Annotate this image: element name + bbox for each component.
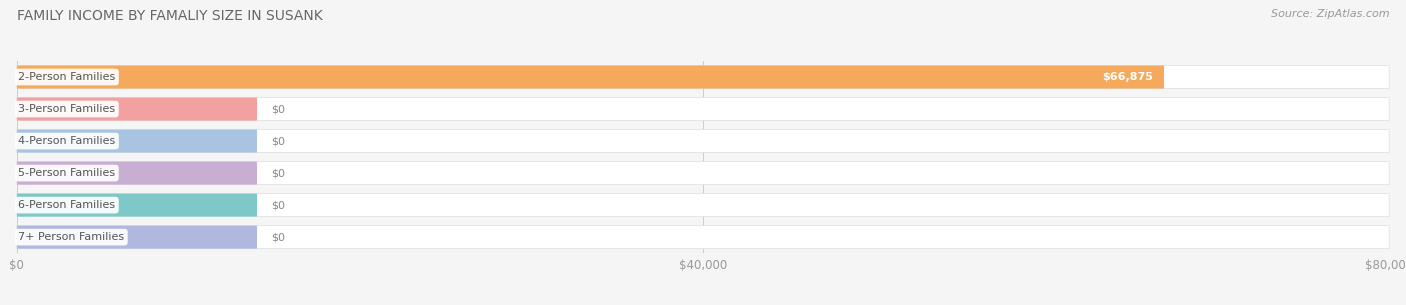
Text: $0: $0: [271, 104, 285, 114]
Text: $0: $0: [271, 200, 285, 210]
Text: $0: $0: [271, 232, 285, 242]
FancyBboxPatch shape: [17, 130, 1389, 152]
FancyBboxPatch shape: [17, 130, 257, 152]
FancyBboxPatch shape: [17, 162, 257, 185]
FancyBboxPatch shape: [17, 226, 1389, 249]
FancyBboxPatch shape: [17, 162, 1389, 185]
FancyBboxPatch shape: [17, 66, 1389, 88]
FancyBboxPatch shape: [17, 98, 1389, 120]
Text: 7+ Person Families: 7+ Person Families: [18, 232, 124, 242]
FancyBboxPatch shape: [17, 194, 257, 217]
Text: Source: ZipAtlas.com: Source: ZipAtlas.com: [1271, 9, 1389, 19]
FancyBboxPatch shape: [17, 226, 257, 249]
Text: 6-Person Families: 6-Person Families: [18, 200, 115, 210]
Text: 5-Person Families: 5-Person Families: [18, 168, 115, 178]
Text: 4-Person Families: 4-Person Families: [18, 136, 115, 146]
FancyBboxPatch shape: [17, 66, 1164, 88]
FancyBboxPatch shape: [17, 194, 1389, 217]
Text: $66,875: $66,875: [1102, 72, 1153, 82]
FancyBboxPatch shape: [17, 98, 257, 120]
Text: $0: $0: [271, 168, 285, 178]
Text: FAMILY INCOME BY FAMALIY SIZE IN SUSANK: FAMILY INCOME BY FAMALIY SIZE IN SUSANK: [17, 9, 322, 23]
Text: $0: $0: [271, 136, 285, 146]
Text: 2-Person Families: 2-Person Families: [18, 72, 115, 82]
Text: 3-Person Families: 3-Person Families: [18, 104, 115, 114]
